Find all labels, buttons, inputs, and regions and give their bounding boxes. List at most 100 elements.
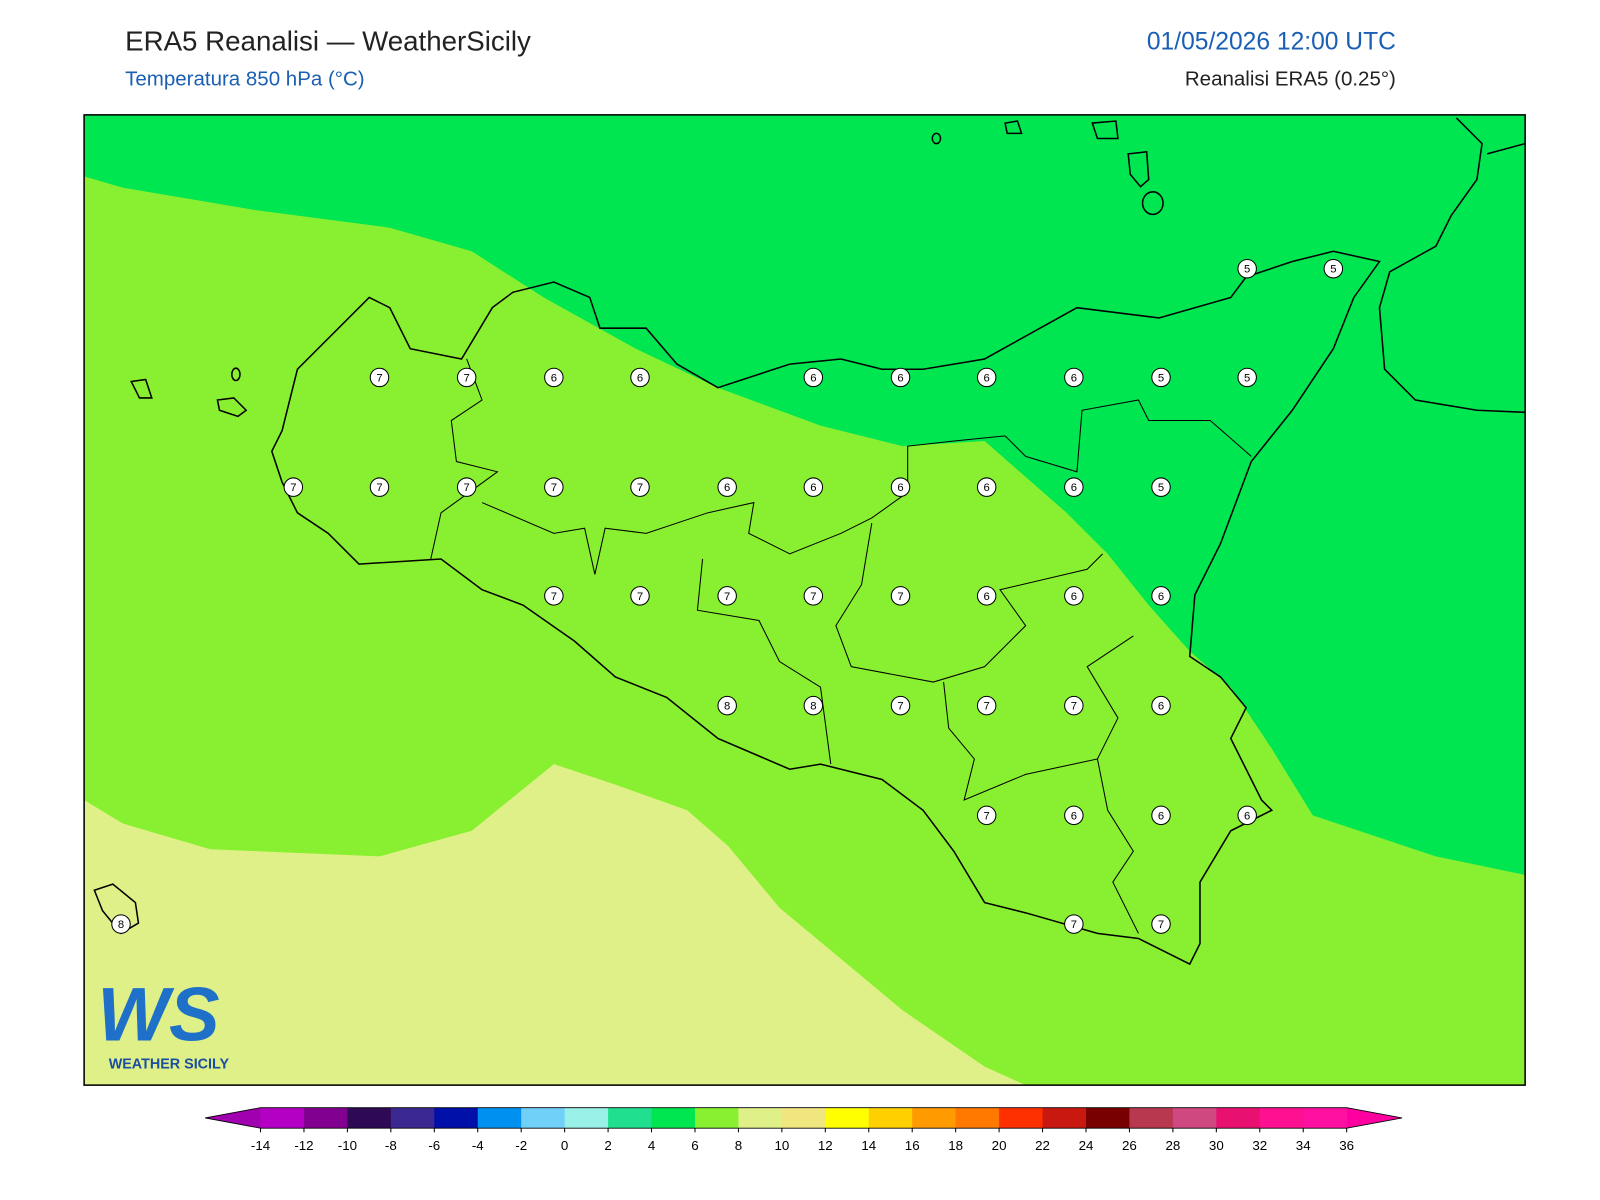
colorbar-segment [434, 1107, 479, 1129]
station-value: 6 [551, 372, 557, 384]
station-marker [717, 586, 737, 606]
colorbar-tick-label: -8 [385, 1138, 397, 1153]
station-value: 6 [724, 482, 730, 494]
colorbar-segment [1216, 1107, 1261, 1129]
colorbar-tick-label: -14 [251, 1138, 271, 1153]
colorbar-segment [347, 1107, 392, 1129]
colorbar-segment [694, 1107, 739, 1129]
colorbar-tick-label: 32 [1252, 1138, 1267, 1153]
station-value: 7 [1071, 919, 1077, 931]
station-value: 7 [1071, 701, 1077, 713]
station-value: 7 [551, 591, 557, 603]
station-value: 6 [984, 372, 990, 384]
colorbar-tick-label: 6 [691, 1138, 698, 1153]
island [1091, 120, 1119, 140]
island [1141, 191, 1164, 216]
colorbar-segment [825, 1107, 870, 1129]
station-value: 7 [1158, 919, 1164, 931]
colorbar-segment [303, 1107, 348, 1129]
station-marker [1064, 805, 1084, 826]
colorbar-tick-label: 26 [1122, 1138, 1137, 1153]
island [93, 883, 140, 935]
station-marker [544, 367, 564, 388]
station-value: 6 [897, 372, 903, 384]
source: Reanalisi ERA5 (0.25°) [1185, 67, 1396, 90]
colorbar-tick-label: 24 [1079, 1138, 1094, 1153]
station-value: 7 [290, 482, 296, 494]
station-marker [111, 914, 131, 934]
station-marker [1151, 367, 1171, 388]
colorbar-tick-label: -6 [428, 1138, 440, 1153]
colorbar-segment [477, 1107, 522, 1129]
station-marker [1151, 586, 1171, 606]
colorbar: -14 -12 -10 -8 -6 -4 -2 0 2 4 6 8 10 12 14 16 18 20 22 24 26… [205, 1107, 1403, 1153]
colorbar-segment [1172, 1107, 1217, 1129]
station-marker [1151, 914, 1171, 934]
island [130, 378, 153, 399]
station-value: 5 [1330, 264, 1336, 276]
colorbar-tick-label: 18 [948, 1138, 963, 1153]
stations: 5 5 7 7 6 6 6 6 6 6 5 5 7 7 7 7 7 6 6 6 6 6 5 7 7 7 7 7 6 6 6 8 8 7 7 7 6 7 6 6… [111, 258, 1344, 934]
station-marker [890, 586, 911, 606]
station-marker [1064, 914, 1084, 934]
station-value: 5 [1158, 372, 1164, 384]
station-value: 7 [376, 482, 382, 494]
station-value: 5 [1158, 482, 1164, 494]
station-marker [1064, 586, 1084, 606]
station-value: 6 [1071, 591, 1077, 603]
station-value: 7 [897, 701, 903, 713]
station-marker [976, 477, 997, 497]
station-marker [803, 586, 824, 606]
station-value: 7 [464, 482, 470, 494]
colorbar-segment [651, 1107, 696, 1129]
station-marker [976, 367, 997, 388]
station-value: 7 [376, 372, 382, 384]
station-marker [976, 586, 997, 606]
colorbar-under [205, 1107, 261, 1129]
station-value: 6 [1071, 372, 1077, 384]
station-marker [630, 477, 650, 497]
colorbar-tick-label: -10 [338, 1138, 357, 1153]
island [216, 397, 248, 418]
colorbar-segment [738, 1107, 783, 1129]
station-marker [544, 586, 564, 606]
station-marker [544, 477, 564, 497]
colorbar-segment [1085, 1107, 1130, 1129]
station-value: 7 [984, 810, 990, 822]
station-marker [976, 805, 997, 826]
station-marker [369, 367, 390, 388]
station-value: 7 [897, 591, 903, 603]
sicily-coast [270, 250, 1381, 966]
colorbar-segment [1259, 1107, 1304, 1129]
colorbar-segment [564, 1107, 609, 1129]
station-marker [1323, 258, 1344, 279]
station-value: 7 [810, 591, 816, 603]
station-value: 6 [810, 372, 816, 384]
title: ERA5 Reanalisi — WeatherSicily [125, 25, 531, 56]
colorbar-over [1346, 1107, 1403, 1129]
colorbar-tick-label: 16 [905, 1138, 920, 1153]
map-frame [83, 114, 1526, 1086]
station-value: 5 [1244, 372, 1250, 384]
station-value: 6 [1158, 810, 1164, 822]
colorbar-tick-label: -4 [472, 1138, 484, 1153]
station-marker [890, 477, 911, 497]
colorbar-segment [521, 1107, 566, 1129]
station-marker [1237, 258, 1257, 279]
colorbar-tick-label: 4 [648, 1138, 656, 1153]
station-value: 6 [1158, 591, 1164, 603]
station-value: 7 [551, 482, 557, 494]
colorbar-tick-label: 12 [818, 1138, 833, 1153]
station-marker [1064, 477, 1084, 497]
coastlines [93, 117, 1526, 966]
colorbar-tick-label: 0 [561, 1138, 568, 1153]
datetime: 01/05/2026 12:00 UTC [1147, 29, 1396, 56]
station-marker [890, 367, 911, 388]
colorbar-tick-label: 30 [1209, 1138, 1224, 1153]
island [931, 132, 942, 145]
colorbar-tick-label: 22 [1035, 1138, 1050, 1153]
colorbar-segment [781, 1107, 826, 1129]
colorbar-tick-label: 36 [1339, 1138, 1354, 1153]
station-marker [976, 695, 997, 716]
